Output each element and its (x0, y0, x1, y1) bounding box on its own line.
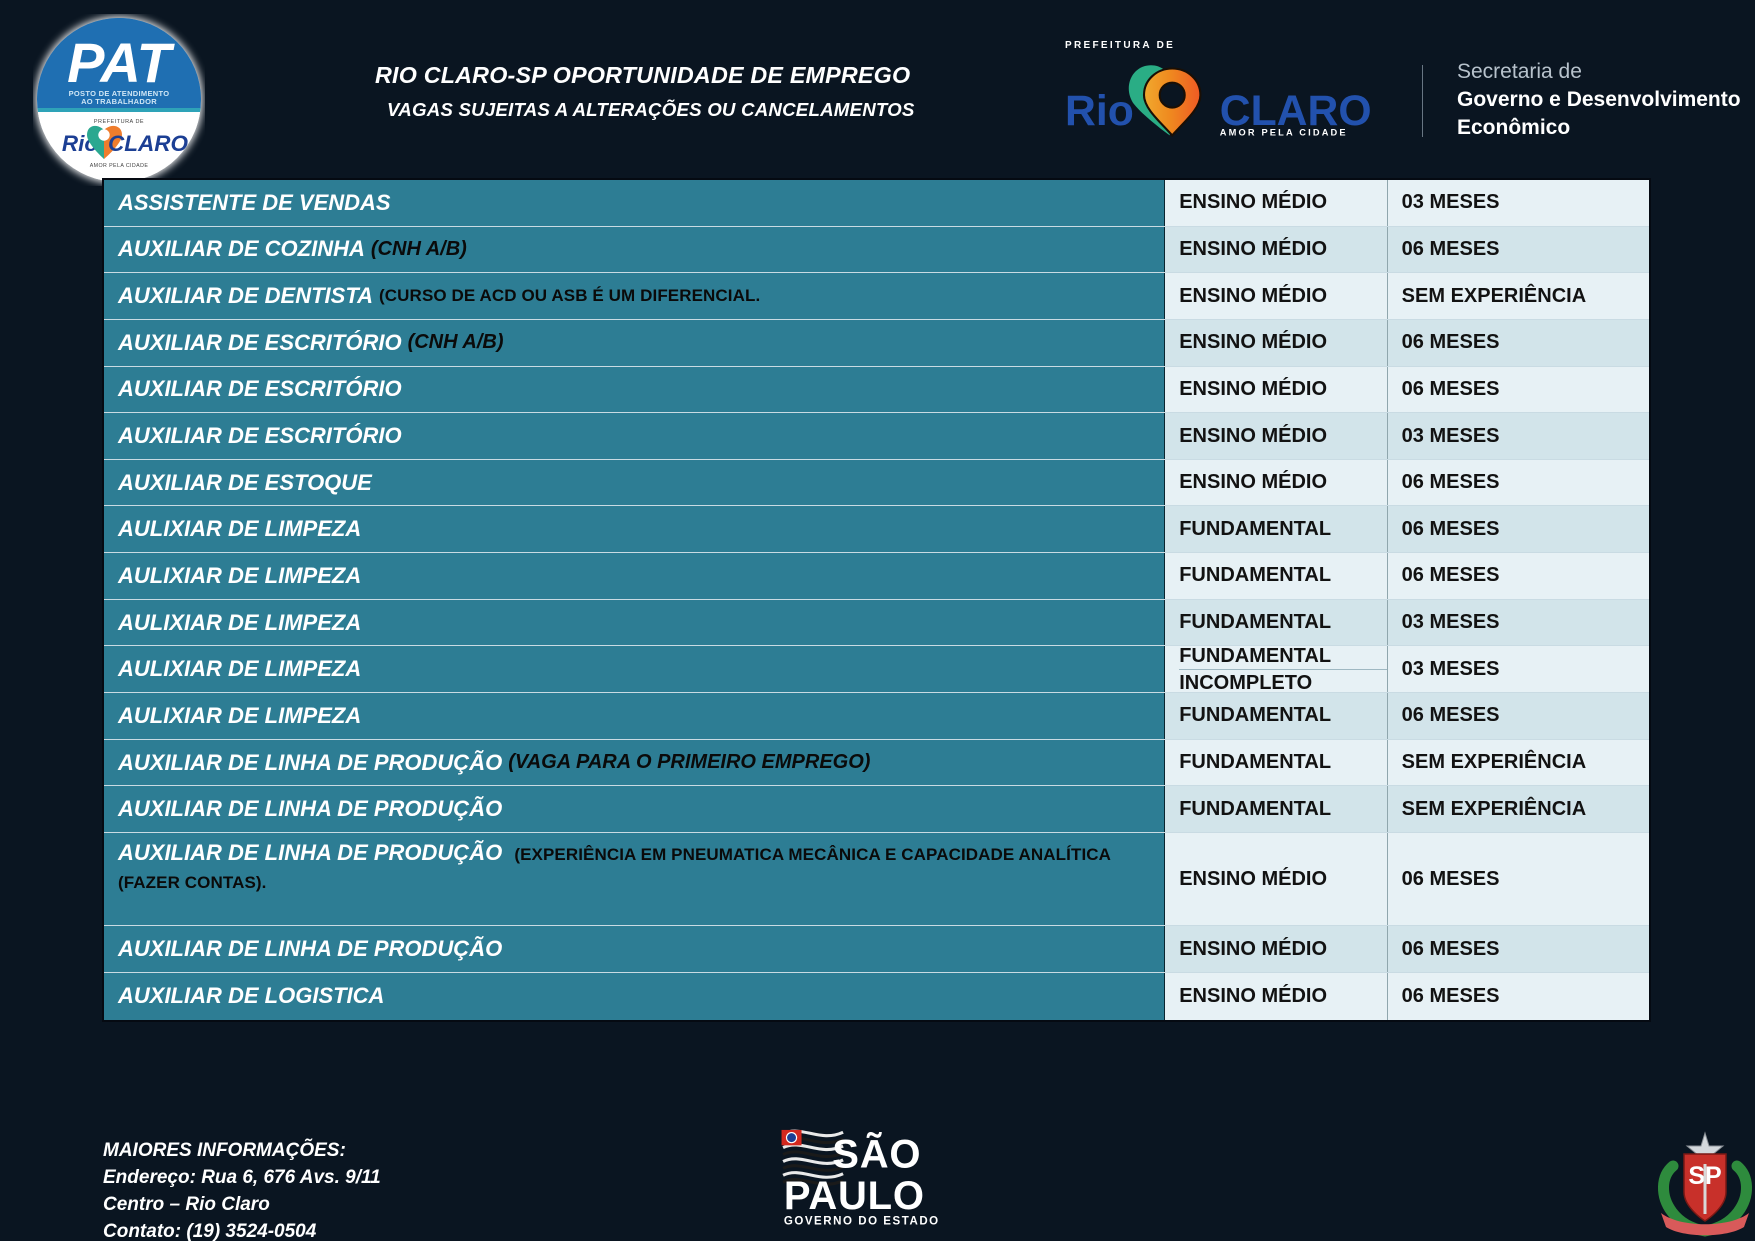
svg-text:CLARO: CLARO (108, 131, 188, 156)
svg-text:AMOR PELA CIDADE: AMOR PELA CIDADE (1220, 127, 1348, 137)
svg-text:AO TRABALHADOR: AO TRABALHADOR (81, 97, 157, 106)
svg-text:PAULO: PAULO (784, 1174, 925, 1218)
svg-text:GOVERNO DO ESTADO: GOVERNO DO ESTADO (784, 1216, 940, 1228)
svg-text:SÃO: SÃO (832, 1131, 921, 1177)
svg-text:PREFEITURA DE: PREFEITURA DE (1065, 40, 1175, 51)
svg-text:AMOR PELA CIDADE: AMOR PELA CIDADE (90, 163, 149, 169)
svg-text:PAT: PAT (67, 31, 175, 94)
svg-text:Rio: Rio (1065, 87, 1134, 135)
svg-text:PREFEITURA DE: PREFEITURA DE (94, 119, 144, 125)
